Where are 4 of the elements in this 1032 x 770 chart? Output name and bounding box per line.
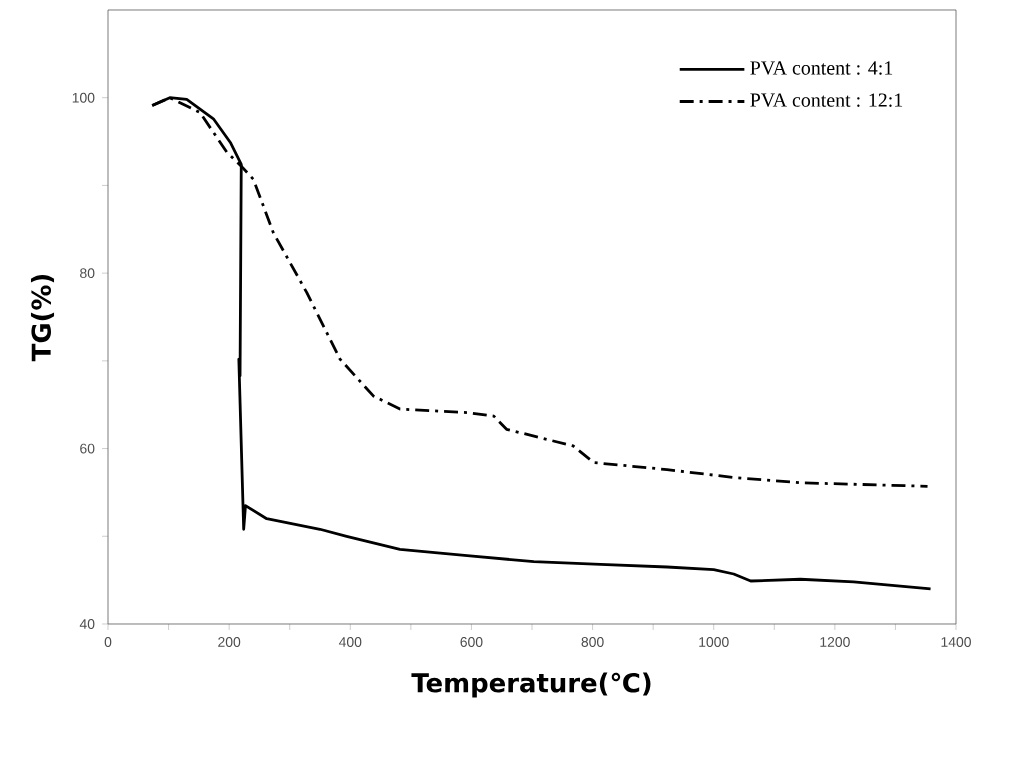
legend-label: PVA content : 12:1 [750,93,903,107]
legend-label: PVA content : 4:1 [750,61,893,75]
y-axis-title: TG(%) [30,274,55,362]
x-axis-title: Temperature(℃) [411,672,651,698]
